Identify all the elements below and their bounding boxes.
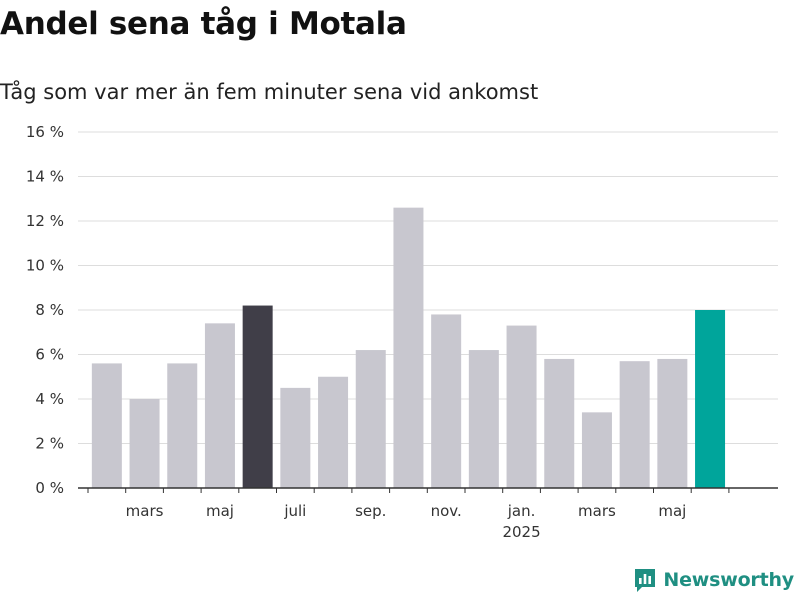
brand-name: Newsworthy [663,569,794,591]
chart-subtitle: Tåg som var mer än fem minuter sena vid … [0,80,539,104]
x-tick-label: juli [283,502,306,520]
y-tick-label: 12 % [26,212,64,230]
bar-chart: 0 % 2 % 4 % 6 % 8 % 10 % 12 % 14 % 16 % mars maj ju… [26,123,778,541]
bar [695,310,726,488]
x-tick-year-label: 2025 [502,523,540,541]
bar [167,363,198,488]
bar [91,363,122,488]
y-tick-label: 14 % [26,168,64,186]
x-tick-label: nov. [431,502,462,520]
x-tick-label: jan. [507,502,536,520]
x-tick-label: mars [126,502,164,520]
bar [468,350,499,488]
bar [318,376,349,488]
bar [204,323,235,488]
bar [129,399,160,488]
bar [355,350,386,488]
x-tick-label: maj [206,502,234,520]
bar [280,387,311,488]
y-tick-label: 8 % [35,301,64,319]
x-tick-label: mars [578,502,616,520]
y-tick-label: 6 % [35,346,64,364]
y-tick-label: 0 % [35,479,64,497]
y-tick-label: 4 % [35,390,64,408]
bar [242,305,273,488]
x-tick-label: maj [658,502,686,520]
bar [657,358,688,488]
bar [544,358,575,488]
bar [619,361,650,488]
x-tick-label: sep. [355,502,386,520]
chart-title: Andel sena tåg i Motala [0,6,407,42]
brand-logo: Newsworthy [633,566,794,594]
y-tick-label: 10 % [26,257,64,275]
bar [393,207,424,488]
bar [506,325,537,488]
bar [581,412,612,488]
newsworthy-logo-icon [635,569,656,592]
y-tick-label: 2 % [35,435,64,453]
y-tick-label: 16 % [26,123,64,141]
bar [431,314,462,488]
